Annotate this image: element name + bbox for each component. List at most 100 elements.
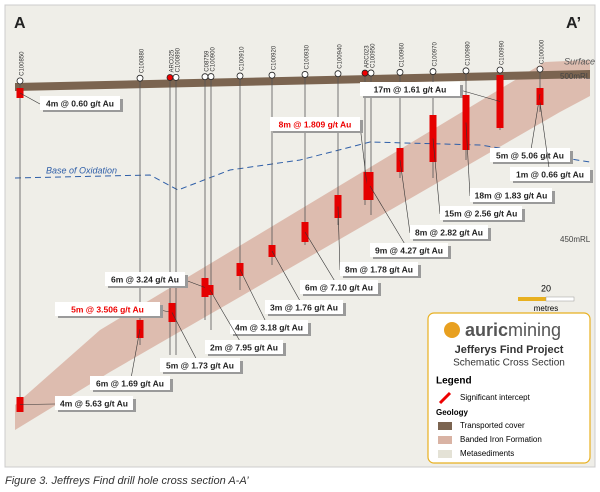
- hole-collar: [367, 69, 375, 77]
- hole-collar: [334, 70, 342, 78]
- intercept-label: 6m @ 3.24 g/t Au: [111, 274, 179, 284]
- hole-name: C100930: [305, 44, 311, 69]
- intercept-label: 1m @ 0.66 g/t Au: [516, 169, 584, 179]
- drill-holes: C100850 C100880 ARC025 C100890 C08759 C100900…: [16, 39, 546, 410]
- hole-collar: [301, 71, 309, 78]
- label-box: [40, 96, 120, 110]
- logo: auricmining: [465, 320, 561, 340]
- leader: [337, 206, 341, 271]
- geology-title: Geology: [436, 408, 469, 417]
- legend-swatch: [438, 450, 452, 458]
- hole-collar: [496, 66, 504, 74]
- hole-name: C100880: [140, 48, 146, 73]
- intercept-label: 9m @ 4.27 g/t Au: [375, 245, 443, 255]
- label-box: [410, 225, 488, 239]
- legend-item: Transported cover: [460, 421, 525, 430]
- intercept-label: 5m @ 5.06 g/t Au: [496, 150, 564, 160]
- label-box: [55, 396, 133, 410]
- legend-swatch: [438, 422, 452, 430]
- section-start: A: [14, 15, 26, 32]
- leader: [304, 231, 340, 289]
- label-box: [90, 376, 170, 390]
- hole-collar: [166, 74, 174, 81]
- intercept-label: 3m @ 1.76 g/t Au: [270, 302, 338, 312]
- hole-collar: [207, 73, 215, 80]
- label-box: [300, 280, 378, 294]
- leader: [239, 269, 270, 329]
- label-box: [160, 358, 240, 372]
- hole-name: C100890: [176, 47, 182, 72]
- hole-collar: [236, 72, 244, 80]
- legend-intercept-icon: [438, 391, 452, 405]
- hole-name: C100980: [466, 41, 472, 66]
- hole-name: ARC023: [365, 45, 371, 68]
- oxidation-label: Base of Oxidation: [46, 165, 117, 175]
- label-box: [230, 320, 308, 334]
- hole-collar: [462, 67, 470, 75]
- hole-collar: [201, 73, 209, 81]
- scale-bar: [545, 296, 575, 302]
- scale-bar: [518, 297, 546, 301]
- intercept-label: 8m @ 2.82 g/t Au: [415, 227, 483, 237]
- leader: [271, 250, 305, 309]
- intercept-label: 8m @ 1.78 g/t Au: [345, 264, 413, 274]
- hole-name: ARC025: [170, 49, 176, 72]
- leader: [184, 279, 206, 288]
- label-box: [340, 262, 418, 276]
- subtitle: Schematic Cross Section: [453, 358, 565, 369]
- leader: [19, 403, 56, 405]
- section-end: A’: [566, 15, 581, 32]
- logo-icon: [444, 322, 460, 338]
- hole-collar: [172, 73, 180, 81]
- leader: [369, 185, 410, 252]
- intercept-label: 15m @ 2.56 g/t Au: [445, 208, 518, 218]
- leader: [359, 124, 368, 187]
- hole-collar: [16, 77, 24, 85]
- intercept-label: 4m @ 0.60 g/t Au: [46, 98, 114, 108]
- leader: [399, 159, 411, 234]
- leader: [459, 89, 501, 102]
- hole-name: C100990: [500, 40, 506, 65]
- legend-item: Significant intercept: [460, 393, 531, 402]
- hole-name: C100920: [272, 45, 278, 70]
- caption: Figure 3. Jeffreys Find drill hole cross…: [5, 475, 249, 487]
- intercept-label: 6m @ 1.69 g/t Au: [96, 378, 164, 388]
- intercept-label: 5m @ 3.506 g/t Au: [71, 304, 144, 314]
- intercept-label: 4m @ 3.18 g/t Au: [235, 322, 303, 332]
- leader: [19, 92, 41, 105]
- hole-collar: [268, 71, 276, 79]
- hole-name: C100960: [400, 42, 406, 67]
- hole-name: C08759: [205, 50, 211, 72]
- intercept-label: 6m @ 7.10 g/t Au: [305, 282, 373, 292]
- leader: [171, 312, 201, 367]
- legend-title: Legend: [436, 376, 472, 387]
- project: Jefferys Find Project: [455, 344, 564, 356]
- leader: [465, 122, 471, 197]
- intercept-label: 4m @ 5.63 g/t Au: [60, 398, 128, 408]
- leader: [539, 102, 551, 176]
- logo-a: auric: [465, 320, 508, 340]
- intercept-label: 5m @ 1.73 g/t Au: [166, 360, 234, 370]
- label-box: [360, 82, 460, 96]
- hole-collar: [396, 68, 404, 76]
- hole-name: C100910: [240, 46, 246, 71]
- label-box: [55, 302, 160, 316]
- hole-name: C100940: [338, 44, 344, 69]
- label-box: [205, 340, 283, 354]
- bif-band: [15, 60, 590, 430]
- legend-item: Metasediments: [460, 449, 514, 458]
- oxidation-line: [14, 141, 591, 191]
- label-box: [510, 167, 590, 181]
- legend-panel: auricmining Jefferys Find Project Schema…: [427, 312, 591, 464]
- legend-swatch: [438, 436, 452, 444]
- leader: [129, 328, 141, 385]
- label-box: [270, 117, 360, 131]
- label-box: [370, 243, 448, 257]
- label-box: [470, 188, 552, 202]
- label-box: [265, 300, 343, 314]
- scale-unit: metres: [534, 304, 558, 313]
- intercept-labels: 4m @ 0.60 g/t Au 17m @ 1.61 g/t Au 8m @ 1.…: [16, 75, 593, 412]
- hole-name: C100950: [371, 43, 377, 68]
